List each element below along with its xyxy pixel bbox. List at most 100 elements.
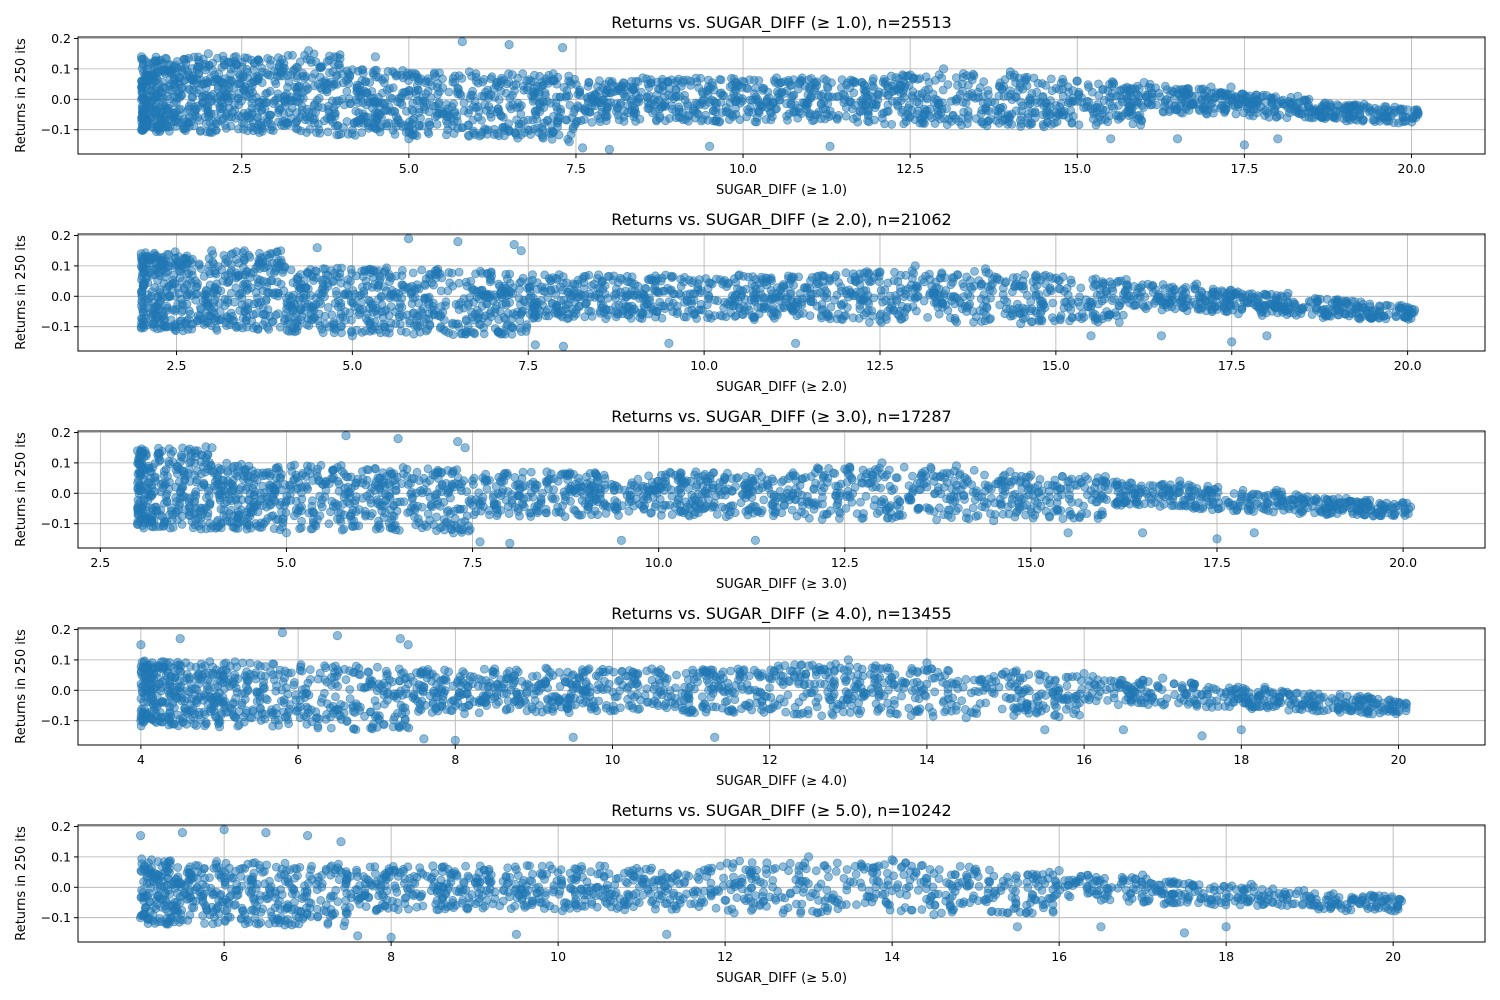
scatter-point-cloud bbox=[339, 123, 348, 132]
scatter-point-cloud bbox=[266, 276, 276, 286]
scatter-point-cloud bbox=[782, 111, 791, 121]
scatter-point-cloud bbox=[496, 287, 506, 297]
scatter-point-cloud bbox=[1181, 282, 1191, 292]
scatter-point-cloud bbox=[1278, 95, 1288, 105]
scatter-point-cloud bbox=[924, 85, 933, 94]
scatter-point-cloud bbox=[963, 106, 973, 116]
scatter-point-cloud bbox=[522, 320, 532, 330]
scatter-point-cloud bbox=[808, 289, 818, 299]
scatter-point-cloud bbox=[837, 75, 847, 84]
scatter-point-cloud bbox=[261, 294, 271, 304]
data-point bbox=[136, 125, 147, 135]
scatter-point-cloud bbox=[221, 123, 231, 133]
scatter-point-cloud bbox=[1037, 316, 1047, 326]
scatter-point-cloud bbox=[234, 290, 244, 300]
scatter-point-cloud bbox=[429, 305, 439, 315]
scatter-point-cloud bbox=[551, 273, 561, 283]
scatter-point-cloud bbox=[510, 128, 520, 138]
scatter-point-cloud bbox=[855, 107, 865, 117]
scatter-point-cloud bbox=[1240, 291, 1250, 300]
scatter-point-cloud bbox=[154, 304, 164, 314]
scatter-point-cloud bbox=[345, 308, 355, 318]
scatter-point-cloud bbox=[477, 116, 486, 125]
scatter-point-cloud bbox=[539, 97, 548, 107]
data-point bbox=[704, 141, 715, 151]
scatter-point-cloud bbox=[1352, 103, 1362, 112]
scatter-point-cloud bbox=[1352, 308, 1361, 318]
scatter-point-cloud bbox=[238, 71, 248, 80]
scatter-point-cloud bbox=[711, 116, 721, 126]
scatter-point-cloud bbox=[1162, 292, 1172, 302]
scatter-point-cloud bbox=[664, 297, 674, 307]
scatter-point-cloud bbox=[880, 119, 889, 129]
scatter-point-cloud bbox=[139, 68, 148, 77]
scatter-point-cloud bbox=[841, 111, 851, 121]
scatter-point-cloud bbox=[552, 92, 561, 102]
scatter-point-cloud bbox=[210, 266, 220, 276]
scatter-point-cloud bbox=[202, 127, 212, 137]
scatter-point-cloud bbox=[241, 90, 251, 100]
scatter-point-cloud bbox=[893, 100, 902, 109]
scatter-point-cloud bbox=[613, 110, 623, 120]
scatter-point-cloud bbox=[707, 279, 717, 289]
scatter-point-cloud bbox=[227, 311, 237, 321]
scatter-point-cloud bbox=[426, 270, 436, 280]
scatter-point-cloud bbox=[296, 270, 306, 279]
scatter-point-cloud bbox=[755, 284, 765, 294]
scatter-point-cloud bbox=[475, 286, 485, 296]
scatter-point-cloud bbox=[977, 117, 986, 127]
scatter-point-cloud bbox=[418, 96, 428, 106]
scatter-point-cloud bbox=[1227, 96, 1237, 106]
scatter-point-cloud bbox=[1108, 78, 1118, 87]
scatter-point-cloud bbox=[674, 112, 684, 122]
scatter-point-cloud bbox=[454, 71, 464, 80]
scatter-point-cloud bbox=[587, 281, 596, 291]
scatter-point-cloud bbox=[1237, 304, 1247, 314]
scatter-point-cloud bbox=[1231, 290, 1240, 299]
scatter-point-cloud bbox=[231, 321, 241, 331]
scatter-point-cloud bbox=[229, 100, 239, 110]
scatter-point-cloud bbox=[402, 310, 412, 320]
scatter-point-cloud bbox=[1133, 294, 1142, 304]
scatter-point-cloud bbox=[762, 303, 772, 313]
scatter-point-cloud bbox=[193, 52, 203, 62]
scatter-point-cloud bbox=[283, 51, 293, 60]
scatter-point-cloud bbox=[914, 99, 924, 109]
scatter-point-cloud bbox=[658, 81, 668, 91]
scatter-point-cloud bbox=[191, 105, 200, 114]
scatter-point-cloud bbox=[323, 279, 333, 288]
scatter-point-cloud bbox=[441, 326, 451, 336]
scatter-point-cloud bbox=[551, 290, 561, 300]
scatter-point-cloud bbox=[1389, 108, 1399, 118]
scatter-point-cloud bbox=[337, 321, 346, 331]
scatter-point-cloud bbox=[373, 294, 383, 304]
scatter-point-cloud bbox=[963, 80, 973, 90]
scatter-point-cloud bbox=[876, 285, 886, 295]
scatter-point-cloud bbox=[665, 114, 674, 123]
scatter-point-cloud bbox=[507, 323, 517, 333]
scatter-point-cloud bbox=[562, 278, 572, 288]
scatter-point-cloud bbox=[332, 96, 342, 106]
scatter-point-cloud bbox=[324, 55, 334, 65]
scatter-point-cloud bbox=[389, 106, 399, 116]
scatter-point-cloud bbox=[1165, 283, 1175, 293]
scatter-point-cloud bbox=[821, 309, 831, 319]
scatter-point-cloud bbox=[1282, 113, 1292, 123]
scatter-point-cloud bbox=[562, 86, 572, 96]
scatter-point-cloud bbox=[1217, 101, 1226, 111]
scatter-point-cloud bbox=[490, 308, 500, 318]
scatter-point-cloud bbox=[1160, 98, 1170, 107]
scatter-point-cloud bbox=[433, 90, 443, 99]
scatter-point-cloud bbox=[1094, 79, 1103, 89]
scatter-point-cloud bbox=[310, 118, 319, 128]
scatter-point-cloud bbox=[1020, 270, 1030, 280]
scatter-point-cloud bbox=[196, 264, 206, 274]
scatter-point-cloud bbox=[350, 130, 360, 140]
scatter-point-cloud bbox=[755, 101, 764, 111]
scatter-point-cloud bbox=[1008, 273, 1018, 283]
scatter-point-cloud bbox=[494, 95, 504, 104]
scatter-point-cloud bbox=[1103, 86, 1113, 95]
scatter-point-cloud bbox=[240, 53, 250, 63]
scatter-point-cloud bbox=[622, 292, 631, 302]
scatter-point-cloud bbox=[1068, 313, 1077, 323]
